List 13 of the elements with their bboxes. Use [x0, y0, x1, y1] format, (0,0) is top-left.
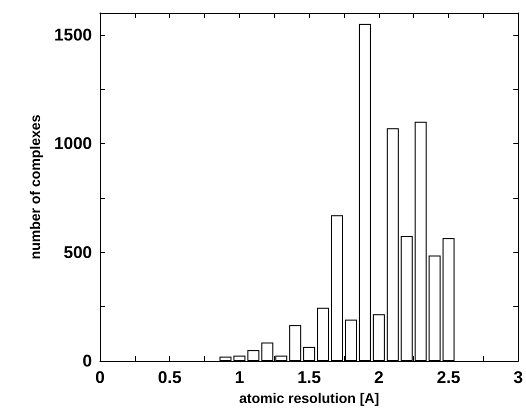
y-axis-title: number of complexes	[27, 114, 43, 260]
x-tick-label: 0.5	[158, 368, 182, 387]
x-tick-label: 2	[374, 368, 384, 387]
x-tick-label: 0	[95, 368, 105, 387]
x-tick-label: 1.5	[297, 368, 321, 387]
y-tick-label: 0	[82, 352, 92, 370]
y-tick-label: 1000	[54, 134, 92, 153]
x-tick-label: 2.5	[436, 368, 460, 387]
x-axis-title: atomic resolution [A]	[239, 390, 380, 406]
x-tick-label: 1	[234, 368, 244, 387]
x-tick-label: 3	[514, 368, 524, 387]
y-tick-label: 500	[64, 242, 92, 262]
y-tick-label: 1500	[54, 25, 92, 44]
